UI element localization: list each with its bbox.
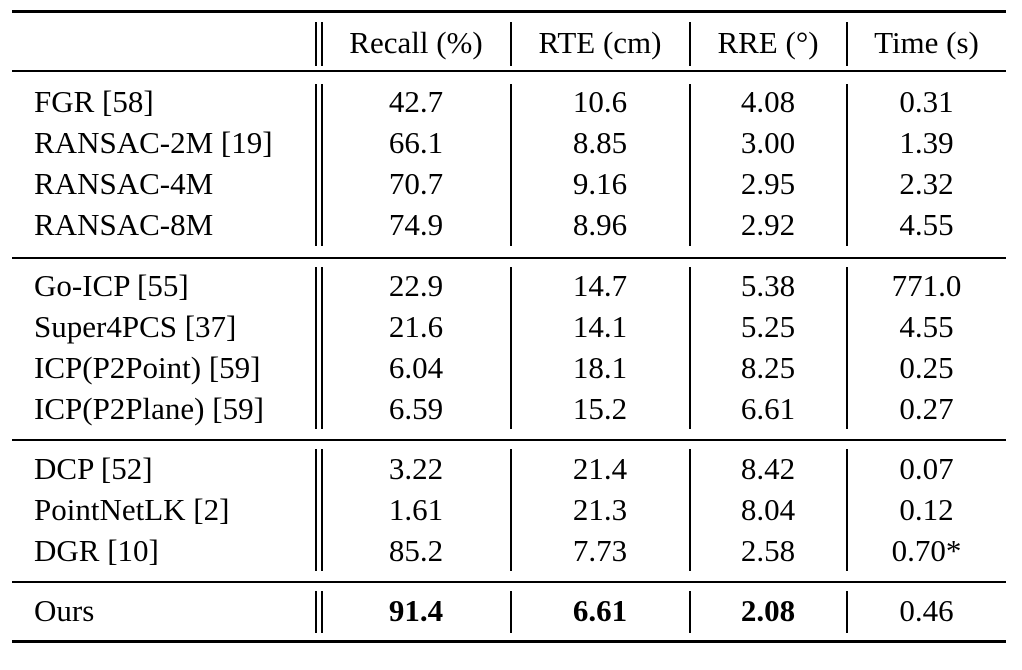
rte-value: 10.6 — [572, 84, 628, 119]
rre-value-best: 2.08 — [740, 593, 796, 628]
column-divider — [510, 449, 512, 571]
rte-value: 14.7 — [572, 268, 628, 303]
recall-value: 66.1 — [388, 125, 444, 160]
recall-value-best: 91.4 — [388, 593, 444, 628]
rre-value: 2.95 — [740, 166, 796, 201]
results-table: Recall (%) RTE (cm) RRE (°) Time (s) FGR… — [12, 0, 1006, 670]
method-name: RANSAC-8M — [34, 207, 214, 242]
method-name: RANSAC-2M [19] — [34, 125, 273, 160]
rre-value: 2.58 — [740, 533, 796, 568]
double-vline-right — [321, 591, 323, 633]
double-vline-right — [321, 22, 323, 66]
recall-value: 1.61 — [388, 492, 444, 527]
double-vline-left — [315, 84, 317, 246]
time-value: 1.39 — [899, 125, 954, 160]
rte-value-best: 6.61 — [572, 593, 628, 628]
column-divider — [510, 84, 512, 246]
time-value: 0.46 — [899, 593, 954, 628]
rte-value: 8.96 — [572, 207, 628, 242]
rte-value: 7.73 — [572, 533, 628, 568]
header-rre: RRE (°) — [717, 25, 819, 60]
rre-value: 8.04 — [740, 492, 796, 527]
rre-value: 5.38 — [740, 268, 796, 303]
method-name: Super4PCS [37] — [34, 309, 237, 344]
method-name: PointNetLK [2] — [34, 492, 230, 527]
method-name: RANSAC-4M — [34, 166, 214, 201]
rte-value: 8.85 — [572, 125, 628, 160]
column-divider — [846, 84, 848, 246]
rre-value: 8.42 — [740, 451, 796, 486]
column-divider — [846, 267, 848, 429]
method-name: FGR [58] — [34, 84, 154, 119]
recall-value: 6.59 — [388, 391, 444, 426]
double-vline-left — [315, 22, 317, 66]
header-time: Time (s) — [874, 25, 979, 60]
rte-value: 21.3 — [572, 492, 628, 527]
rre-value: 3.00 — [740, 125, 796, 160]
double-vline-left — [315, 591, 317, 633]
rre-value: 5.25 — [740, 309, 796, 344]
top-rule — [12, 10, 1006, 13]
group-rule-3 — [12, 581, 1006, 583]
rte-value: 14.1 — [572, 309, 628, 344]
header-rte: RTE (cm) — [538, 25, 662, 60]
bottom-rule — [12, 640, 1006, 643]
time-value: 0.25 — [899, 350, 954, 385]
group-rule-2 — [12, 439, 1006, 441]
recall-value: 42.7 — [388, 84, 444, 119]
method-name: ICP(P2Plane) [59] — [34, 391, 264, 426]
column-divider — [846, 449, 848, 571]
method-name: Go-ICP [55] — [34, 268, 189, 303]
column-divider — [689, 22, 691, 66]
method-name: Ours — [34, 593, 95, 628]
recall-value: 74.9 — [388, 207, 444, 242]
recall-value: 22.9 — [388, 268, 444, 303]
time-value: 0.07 — [899, 451, 954, 486]
time-value: 0.70* — [891, 533, 962, 568]
column-divider — [689, 267, 691, 429]
column-divider — [689, 449, 691, 571]
column-divider — [510, 267, 512, 429]
rte-value: 9.16 — [572, 166, 628, 201]
time-value: 4.55 — [899, 207, 954, 242]
column-divider — [846, 22, 848, 66]
method-name: DCP [52] — [34, 451, 153, 486]
rre-value: 6.61 — [740, 391, 796, 426]
group-rule-1 — [12, 257, 1006, 259]
double-vline-right — [321, 267, 323, 429]
method-name: DGR [10] — [34, 533, 159, 568]
time-value: 771.0 — [891, 268, 962, 303]
column-divider — [510, 591, 512, 633]
time-value: 0.12 — [899, 492, 954, 527]
time-value: 0.27 — [899, 391, 954, 426]
double-vline-right — [321, 84, 323, 246]
column-divider — [689, 84, 691, 246]
rte-value: 21.4 — [572, 451, 628, 486]
time-value: 0.31 — [899, 84, 954, 119]
recall-value: 85.2 — [388, 533, 444, 568]
rte-value: 15.2 — [572, 391, 628, 426]
recall-value: 3.22 — [388, 451, 444, 486]
rre-value: 8.25 — [740, 350, 796, 385]
recall-value: 70.7 — [388, 166, 444, 201]
recall-value: 21.6 — [388, 309, 444, 344]
method-name: ICP(P2Point) [59] — [34, 350, 261, 385]
time-value: 4.55 — [899, 309, 954, 344]
header-recall: Recall (%) — [349, 25, 483, 60]
double-vline-left — [315, 449, 317, 571]
column-divider — [689, 591, 691, 633]
double-vline-left — [315, 267, 317, 429]
time-value: 2.32 — [899, 166, 954, 201]
column-divider — [510, 22, 512, 66]
recall-value: 6.04 — [388, 350, 444, 385]
header-rule — [12, 70, 1006, 72]
column-divider — [846, 591, 848, 633]
rre-value: 2.92 — [740, 207, 796, 242]
rre-value: 4.08 — [740, 84, 796, 119]
rte-value: 18.1 — [572, 350, 628, 385]
double-vline-right — [321, 449, 323, 571]
